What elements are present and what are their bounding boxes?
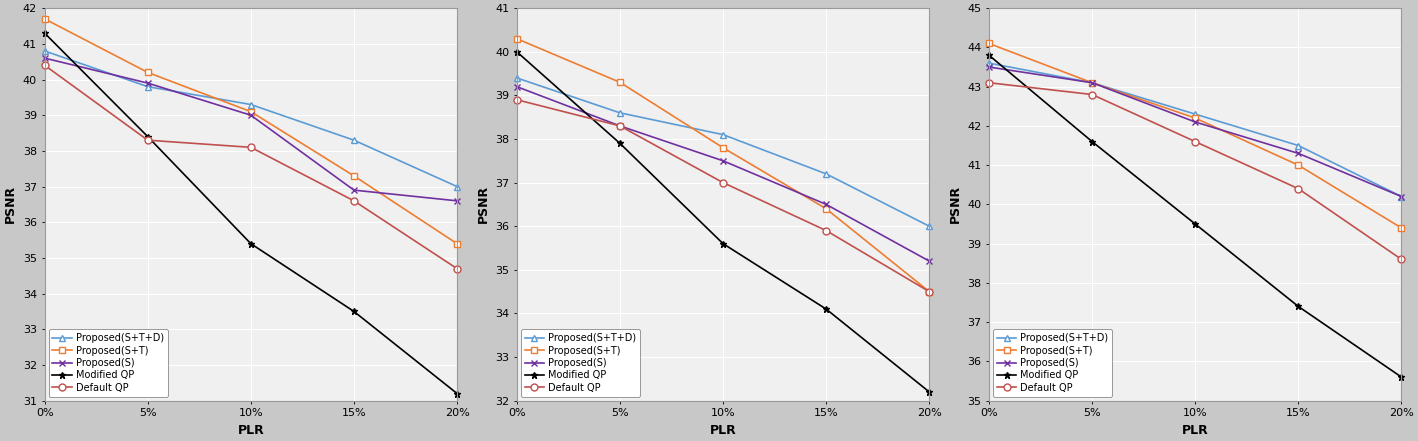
Proposed(S+T+D) <box>611 110 628 116</box>
Proposed(S) <box>139 80 156 86</box>
Legend: Proposed(S+T+D), Proposed(S+T), Proposed(S), Modified QP, Default QP: Proposed(S+T+D), Proposed(S+T), Proposed… <box>48 329 167 397</box>
Proposed(S+T) <box>611 80 628 85</box>
Proposed(S+T+D) <box>1187 112 1204 117</box>
Proposed(S) <box>35 56 52 61</box>
Proposed(S+T+D) <box>1083 80 1100 86</box>
Default QP <box>611 123 628 129</box>
Default QP <box>715 180 732 185</box>
Proposed(S+T+D) <box>980 60 997 66</box>
Modified QP <box>448 391 465 396</box>
Proposed(S+T+D) <box>448 184 465 189</box>
Proposed(S+T+D) <box>35 49 52 54</box>
Proposed(S+T+D) <box>346 138 363 143</box>
Proposed(S) <box>715 158 732 164</box>
Modified QP <box>715 241 732 246</box>
Proposed(S) <box>1083 80 1100 86</box>
Proposed(S+T+D) <box>920 224 937 229</box>
Modified QP <box>1187 221 1204 227</box>
Proposed(S) <box>920 258 937 264</box>
Proposed(S+T) <box>35 16 52 22</box>
Line: Proposed(S+T+D): Proposed(S+T+D) <box>986 60 1405 200</box>
Default QP <box>818 228 835 233</box>
Proposed(S+T+D) <box>139 84 156 90</box>
Line: Proposed(S+T): Proposed(S+T) <box>513 35 933 295</box>
Default QP <box>508 97 525 102</box>
Modified QP <box>818 306 835 312</box>
Proposed(S) <box>346 187 363 193</box>
Proposed(S) <box>508 84 525 90</box>
Modified QP <box>1392 374 1409 380</box>
Default QP <box>448 266 465 271</box>
Line: Modified QP: Modified QP <box>513 49 933 396</box>
X-axis label: PLR: PLR <box>237 424 264 437</box>
Default QP <box>920 289 937 294</box>
Line: Proposed(S+T): Proposed(S+T) <box>41 15 461 247</box>
Proposed(S+T+D) <box>508 75 525 81</box>
Proposed(S+T) <box>980 41 997 46</box>
Default QP <box>1392 257 1409 262</box>
Proposed(S+T) <box>448 241 465 246</box>
Proposed(S+T+D) <box>1392 194 1409 199</box>
X-axis label: PLR: PLR <box>709 424 736 437</box>
Modified QP <box>611 141 628 146</box>
X-axis label: PLR: PLR <box>1181 424 1208 437</box>
Y-axis label: PSNR: PSNR <box>949 185 961 224</box>
Proposed(S+T+D) <box>818 171 835 176</box>
Proposed(S+T) <box>920 289 937 294</box>
Proposed(S+T) <box>818 206 835 211</box>
Proposed(S+T) <box>1290 163 1307 168</box>
Proposed(S) <box>448 198 465 203</box>
Proposed(S) <box>980 64 997 70</box>
Proposed(S+T) <box>1187 116 1204 121</box>
Proposed(S) <box>1392 194 1409 199</box>
Line: Proposed(S): Proposed(S) <box>513 83 933 265</box>
Proposed(S+T) <box>508 36 525 41</box>
Line: Proposed(S): Proposed(S) <box>41 55 461 204</box>
Proposed(S+T) <box>139 70 156 75</box>
Proposed(S) <box>818 202 835 207</box>
Y-axis label: PSNR: PSNR <box>476 185 489 224</box>
Line: Default QP: Default QP <box>986 79 1405 263</box>
Default QP <box>1083 92 1100 97</box>
Y-axis label: PSNR: PSNR <box>4 185 17 224</box>
Modified QP <box>508 49 525 54</box>
Proposed(S+T+D) <box>1290 143 1307 148</box>
Legend: Proposed(S+T+D), Proposed(S+T), Proposed(S), Modified QP, Default QP: Proposed(S+T+D), Proposed(S+T), Proposed… <box>993 329 1112 397</box>
Modified QP <box>35 30 52 36</box>
Proposed(S) <box>1187 120 1204 125</box>
Line: Default QP: Default QP <box>513 96 933 295</box>
Line: Modified QP: Modified QP <box>41 30 461 397</box>
Default QP <box>1187 139 1204 144</box>
Modified QP <box>1083 139 1100 144</box>
Proposed(S+T) <box>1392 225 1409 231</box>
Line: Modified QP: Modified QP <box>986 52 1405 381</box>
Proposed(S+T) <box>1083 80 1100 86</box>
Modified QP <box>980 52 997 58</box>
Proposed(S+T+D) <box>242 102 259 107</box>
Proposed(S) <box>1290 151 1307 156</box>
Modified QP <box>242 241 259 246</box>
Default QP <box>139 138 156 143</box>
Line: Proposed(S): Proposed(S) <box>986 64 1405 200</box>
Default QP <box>346 198 363 203</box>
Proposed(S+T) <box>242 109 259 114</box>
Default QP <box>242 145 259 150</box>
Proposed(S+T+D) <box>715 132 732 137</box>
Modified QP <box>139 134 156 139</box>
Proposed(S+T) <box>346 173 363 179</box>
Modified QP <box>1290 304 1307 309</box>
Proposed(S+T) <box>715 145 732 150</box>
Default QP <box>1290 186 1307 191</box>
Modified QP <box>920 389 937 395</box>
Line: Proposed(S+T+D): Proposed(S+T+D) <box>513 75 933 230</box>
Proposed(S) <box>242 112 259 118</box>
Proposed(S) <box>611 123 628 129</box>
Legend: Proposed(S+T+D), Proposed(S+T), Proposed(S), Modified QP, Default QP: Proposed(S+T+D), Proposed(S+T), Proposed… <box>520 329 640 397</box>
Line: Proposed(S+T+D): Proposed(S+T+D) <box>41 48 461 190</box>
Default QP <box>35 63 52 68</box>
Line: Default QP: Default QP <box>41 62 461 272</box>
Default QP <box>980 80 997 86</box>
Modified QP <box>346 309 363 314</box>
Line: Proposed(S+T): Proposed(S+T) <box>986 40 1405 232</box>
